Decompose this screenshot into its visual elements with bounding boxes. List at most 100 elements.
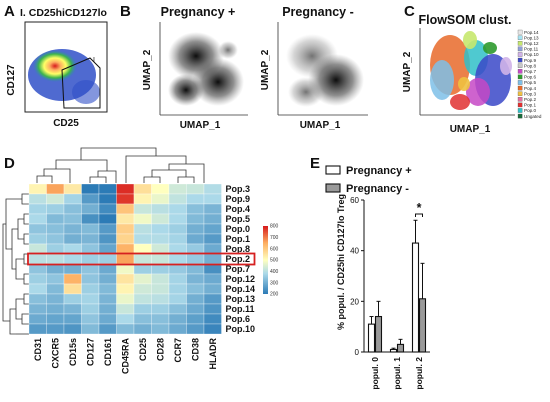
heatmap-row-label: Pop.1 — [226, 234, 251, 244]
heatmap-cell — [46, 243, 65, 255]
heatmap-cell — [63, 313, 82, 325]
panel-b: B Pregnancy + Pregnancy - UMAP_2 UMAP_1 … — [120, 3, 368, 131]
heatmap-cell — [186, 183, 205, 195]
heatmap-cell — [133, 323, 152, 335]
heatmap-cell — [28, 303, 47, 315]
heatmap-cell — [63, 243, 82, 255]
heatmap-cell — [116, 203, 135, 215]
legend-label: Pop.11 — [524, 47, 539, 52]
panel-c-legend: Pop.14Pop.13Pop.12Pop.11Pop.10Pop.9Pop.8… — [517, 30, 542, 119]
dendro-row-4 — [17, 218, 24, 240]
dendro-row-7 — [15, 258, 24, 280]
heatmap-cell — [46, 203, 65, 215]
heatmap-cell — [81, 233, 100, 245]
heatmap-row-label: Pop.8 — [226, 244, 251, 254]
legend-swatch — [517, 46, 523, 52]
heatmap-cell — [203, 193, 222, 205]
dendro-row-11 — [15, 298, 24, 320]
panel-a-ylabel: CD127 — [6, 64, 17, 96]
heatmap-cell — [133, 223, 152, 235]
heatmap-cell — [168, 193, 187, 205]
significance-bracket — [415, 213, 423, 217]
heatmap-cell — [168, 293, 187, 305]
cluster-lightblue — [430, 60, 454, 100]
heatmap-cell — [203, 283, 222, 295]
heatmap-cell — [168, 203, 187, 215]
cluster-red — [450, 94, 470, 110]
heatmap-row-label: Pop.7 — [226, 264, 251, 274]
heatmap-cell — [133, 273, 152, 285]
heatmap-cell — [98, 293, 117, 305]
heatmap-cell — [116, 243, 135, 255]
legend-swatch — [517, 63, 523, 68]
legend-swatch — [325, 165, 341, 175]
heatmap-cell — [98, 213, 117, 225]
heatmap-cell — [28, 313, 47, 325]
heatmap-col-label: CD45RA — [120, 338, 130, 375]
panel-d: D — [2, 147, 279, 375]
panel-b-letter: B — [120, 3, 131, 20]
heatmap-cell — [203, 323, 222, 335]
legend-label: Pop.6 — [524, 75, 536, 80]
heatmap-cell — [46, 183, 65, 195]
heatmap-cell — [186, 273, 205, 285]
heatmap-cell — [28, 183, 47, 195]
heatmap-cell — [203, 293, 222, 305]
panel-e: E % popul. / CD25hi CD127lo Treg 0 20 40 60… — [310, 155, 430, 390]
heatmap-col-label: CD15s — [68, 338, 78, 366]
heatmap-cell — [63, 233, 82, 245]
heatmap-cell — [203, 263, 222, 275]
heatmap-cell — [203, 313, 222, 325]
heatmap-col-label: CD25 — [138, 338, 148, 361]
heatmap-cell — [168, 313, 187, 325]
dendro-row-6 — [23, 273, 29, 285]
legend-label: Pop.13 — [524, 35, 539, 40]
legend-swatch — [517, 52, 523, 57]
heatmap-cell — [186, 233, 205, 245]
heatmap-cell — [63, 223, 82, 235]
heatmap-cell — [168, 323, 187, 335]
heatmap-cell — [63, 253, 82, 265]
heatmap-cell — [46, 313, 65, 325]
legend-label: Pop.8 — [524, 63, 536, 68]
heatmap-cell — [81, 273, 100, 285]
legend-label: Pop.5 — [524, 80, 536, 85]
dendro-col-10 — [125, 155, 187, 183]
panel-c: C FlowSOM clust. Pop.14Pop.13Pop.12Pop.1… — [402, 3, 542, 135]
legend-label: Pregnancy + — [346, 165, 412, 177]
heatmap-cell — [116, 223, 135, 235]
heatmap-cell — [63, 283, 82, 295]
legend-label: Pop.12 — [524, 41, 539, 46]
colorbar-gradient — [263, 226, 268, 294]
heatmap-cell — [116, 193, 135, 205]
heatmap-cell — [151, 243, 170, 255]
heatmap-cell — [186, 293, 205, 305]
heatmap-cell — [151, 203, 170, 215]
heatmap-cell — [116, 323, 135, 335]
heatmap-cell — [116, 283, 135, 295]
heatmap-cell — [46, 323, 65, 335]
heatmap-colorbar: 800 700 600 500 400 300 200 — [263, 224, 279, 298]
umap-plus-blob-lower — [168, 74, 204, 106]
panel-b-right-title: Pregnancy - — [282, 5, 354, 19]
colorbar-tick-label: 500 — [270, 258, 279, 264]
umap-pregnancy-minus — [277, 22, 368, 116]
heatmap-row-label: Pop.4 — [226, 204, 251, 214]
heatmap-row-label: Pop.5 — [226, 214, 251, 224]
panel-b-ylabel-right: UMAP_2 — [260, 49, 271, 90]
heatmap-cell — [203, 223, 222, 235]
legend-swatch — [517, 41, 523, 46]
heatmap-cell — [46, 193, 65, 205]
umap-minus-blob-lower — [288, 77, 324, 107]
cluster-lavender — [500, 57, 512, 75]
heatmap-cell — [28, 323, 47, 335]
heatmap-cell — [116, 213, 135, 225]
heatmap-cell — [28, 293, 47, 305]
heatmap-cell — [151, 193, 170, 205]
legend-label: Pregnancy - — [346, 183, 409, 195]
dendro-row-9 — [23, 293, 29, 305]
heatmap-cell — [63, 293, 82, 305]
heatmap-cell — [203, 243, 222, 255]
legend-label: Pop.3 — [524, 91, 536, 96]
heatmap-cell — [81, 303, 100, 315]
